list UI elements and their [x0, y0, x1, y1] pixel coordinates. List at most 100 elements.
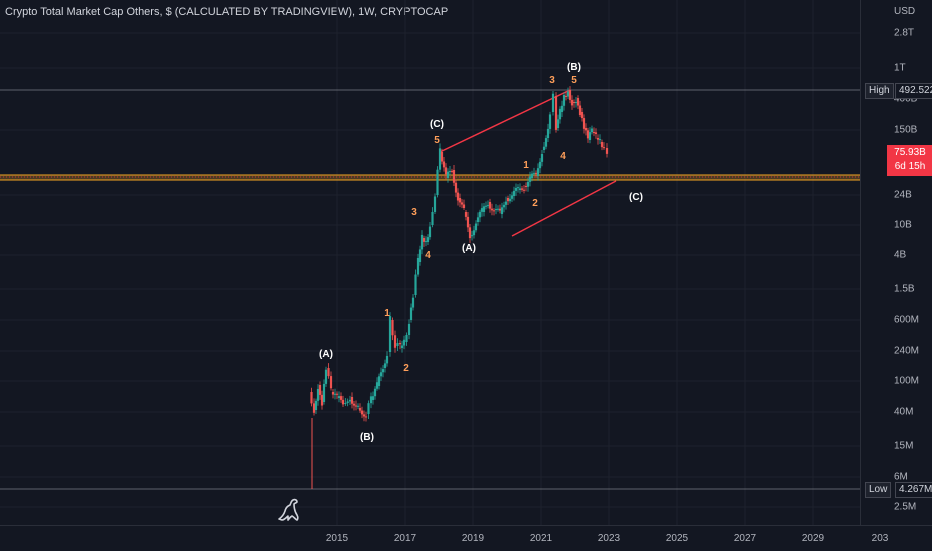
candle-body: [466, 216, 470, 228]
time-tick: 2019: [461, 533, 485, 544]
candle-body: [538, 161, 542, 169]
candle-body: [488, 202, 492, 209]
candle-body: [364, 416, 368, 418]
price-tick: 240M: [894, 345, 920, 357]
candle-body: [422, 238, 426, 242]
candle-body: [369, 396, 373, 404]
tradingview-dino-icon[interactable]: [276, 496, 302, 522]
grid: [0, 0, 860, 525]
wave-label-B2: (B): [567, 62, 581, 73]
candle-body: [446, 171, 450, 178]
candle-body: [405, 334, 408, 342]
candle-body: [572, 102, 576, 103]
candle-body: [532, 172, 536, 174]
wave-label-C1: (C): [430, 119, 444, 130]
candle-body: [314, 400, 318, 410]
candle-body: [486, 204, 490, 206]
price-tick: 2.5M: [894, 501, 917, 513]
candle-body: [546, 128, 550, 138]
wave-label-1a: 1: [384, 308, 390, 319]
candle-body: [580, 112, 584, 119]
candle-body: [448, 170, 452, 172]
candle-body: [458, 198, 462, 203]
candle-body: [346, 401, 349, 403]
candle-body: [566, 91, 570, 97]
last-price-value: 75.93B: [894, 147, 926, 158]
candle-body: [592, 132, 596, 133]
candle-body: [482, 206, 486, 212]
candle-body: [312, 403, 316, 413]
candle-body: [310, 392, 313, 404]
candle-body: [556, 119, 560, 128]
candle-body: [348, 399, 352, 402]
candle-body: [462, 204, 466, 209]
candle-body: [598, 139, 602, 141]
wave-label-4b: 4: [560, 151, 566, 162]
candle-body: [468, 227, 472, 239]
candle-body: [407, 323, 411, 335]
candle-body: [402, 339, 406, 346]
candle-body: [371, 396, 375, 400]
candle-body: [524, 186, 528, 187]
expanding-wedge: [439, 89, 617, 237]
candle-body: [442, 161, 446, 168]
candle-body: [418, 249, 422, 262]
candle-body: [444, 167, 448, 175]
candle-body: [514, 188, 518, 191]
time-axis[interactable]: 2015 2017 2019 2021 2023 2025 2027 2029 …: [0, 525, 932, 551]
candle-body: [522, 189, 526, 191]
price-axis[interactable]: USD 2.8T 1T 400B 150B 24B 10B 4B 1.5B 60…: [860, 0, 932, 525]
candle-body: [337, 396, 341, 398]
candle-body: [504, 201, 508, 205]
candle-body: [428, 226, 432, 238]
currency-label: USD: [894, 6, 916, 17]
candle-body: [498, 208, 502, 211]
candle-body: [350, 397, 354, 404]
candle-body: [551, 93, 555, 112]
candle-body: [381, 369, 385, 373]
candle-body: [576, 98, 580, 106]
price-candles: [310, 86, 609, 422]
candle-body: [472, 230, 476, 236]
candle-body: [516, 187, 520, 189]
candle-body: [520, 188, 524, 190]
candle-body: [464, 212, 468, 217]
candle-body: [320, 394, 324, 406]
wave-labels: (A) (B) 1 2 3 4 (C) 5 (A) 1 2 3 5 (B) 4 …: [319, 62, 643, 443]
wave-label-2b: 2: [532, 198, 538, 209]
candle-body: [582, 118, 586, 129]
wedge-lower-line: [511, 180, 617, 237]
candle-body: [512, 190, 516, 196]
candle-body: [562, 94, 566, 106]
candle-body: [570, 99, 574, 106]
wedge-upper-line: [439, 89, 571, 153]
price-tick: 1.5B: [894, 283, 915, 295]
candle-body: [331, 392, 335, 395]
candle-body: [396, 343, 399, 346]
price-plot[interactable]: (A) (B) 1 2 3 4 (C) 5 (A) 1 2 3 5 (B) 4 …: [0, 0, 860, 525]
price-tick: 600M: [894, 314, 920, 326]
candle-body: [548, 114, 552, 129]
wave-label-A2: (A): [462, 243, 476, 254]
wave-label-B1: (B): [360, 432, 374, 443]
candle-body: [322, 383, 326, 402]
candle-body: [393, 335, 397, 348]
last-price-tag: 75.93B 6d 15h: [887, 145, 932, 176]
candle-body: [452, 170, 456, 183]
candle-body: [536, 168, 540, 176]
candle-body: [409, 307, 413, 320]
candle-body: [339, 396, 343, 400]
price-tick: 2.8T: [894, 27, 915, 39]
candle-body: [470, 235, 474, 237]
candle-body: [484, 205, 488, 207]
wave-label-5b: 5: [571, 75, 577, 86]
candle-body: [383, 363, 387, 368]
candle-body: [496, 208, 500, 210]
candle-body: [490, 208, 494, 211]
candle-body: [544, 138, 548, 147]
candle-body: [478, 211, 482, 218]
candle-body: [354, 405, 358, 407]
candle-body: [379, 372, 383, 377]
candle-body: [377, 376, 381, 386]
bar-countdown: 6d 15h: [894, 161, 926, 172]
